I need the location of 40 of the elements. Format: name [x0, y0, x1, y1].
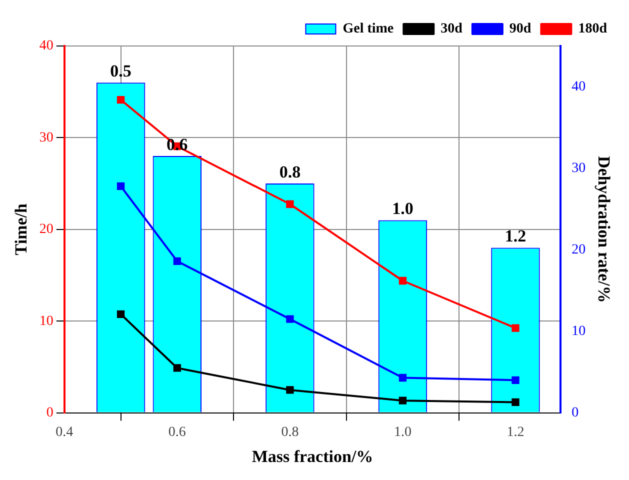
x-axis-title: Mass fraction/% — [252, 447, 374, 466]
y2-tick-label: 40 — [572, 79, 586, 94]
point — [398, 396, 407, 404]
y-tick-label: 0 — [46, 405, 54, 420]
annotation: 0.8 — [279, 162, 301, 182]
point — [286, 200, 294, 208]
y2-axis-title: Dehydration rate/% — [594, 156, 614, 303]
legend-label: Gel time — [342, 22, 394, 37]
point — [116, 182, 125, 190]
point — [286, 386, 294, 394]
point — [173, 257, 181, 266]
point — [116, 310, 125, 318]
y-tick-label: 10 — [39, 314, 54, 329]
x-tick-label: 0.4 — [56, 424, 74, 440]
y2-tick-label: 0 — [572, 405, 579, 420]
x-tick-label: 0.8 — [281, 424, 299, 440]
y2-tick-label: 30 — [572, 160, 586, 176]
y-tick-label: 30 — [39, 130, 54, 146]
y-tick-label: 20 — [39, 222, 54, 238]
y2-tick-label: 10 — [572, 324, 586, 339]
point — [512, 324, 520, 332]
legend-label: 30d — [440, 22, 463, 37]
x-tick-label: 1.0 — [394, 424, 412, 440]
point — [512, 376, 520, 384]
annotation: 1.0 — [392, 199, 414, 218]
x-tick-label: 1.2 — [506, 424, 524, 440]
point — [512, 398, 520, 406]
point — [116, 96, 125, 104]
legend-label: 90d — [509, 22, 532, 37]
point — [398, 276, 407, 285]
annotation: 0.5 — [110, 62, 132, 81]
point — [286, 315, 294, 323]
legend-label: 180d — [578, 22, 608, 37]
x-tick-label: 0.6 — [168, 424, 186, 440]
y-tick-label: 40 — [39, 38, 54, 54]
annotation: 1.2 — [504, 226, 526, 246]
y2-tick-label: 20 — [572, 242, 586, 258]
point — [398, 374, 407, 382]
point — [173, 364, 181, 372]
y-axis-title: Time/h — [12, 203, 31, 256]
